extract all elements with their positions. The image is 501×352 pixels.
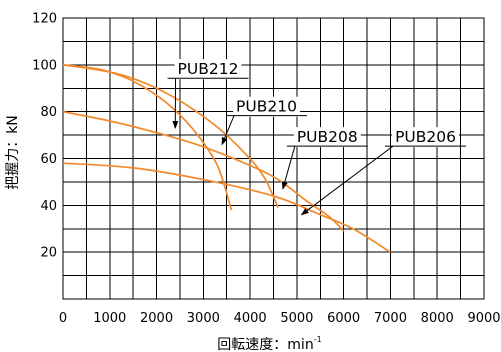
y-tick-label: 80	[40, 105, 57, 120]
y-tick-label: 100	[32, 58, 57, 73]
label-background-pub206	[392, 127, 459, 148]
label-background-pub208	[293, 127, 361, 148]
plot-frame	[62, 17, 485, 300]
x-tick-label: 2000	[140, 311, 173, 326]
x-tick-label: 1000	[93, 311, 126, 326]
label-arrow-pub210	[221, 115, 235, 146]
label-pub206: PUB206	[395, 128, 456, 146]
label-arrow-pub208	[281, 145, 296, 190]
x-tick-label: 0	[59, 311, 67, 326]
grid	[62, 17, 485, 300]
label-arrow-pub206	[300, 145, 394, 216]
y-tick-label: 60	[40, 152, 57, 167]
label-pub210: PUB210	[236, 98, 297, 116]
x-tick-label: 8000	[421, 311, 454, 326]
curve-pub208	[62, 110, 345, 232]
x-tick-label: 9000	[467, 311, 500, 326]
y-axis-label: 把握力：kN	[5, 115, 21, 190]
label-pub208: PUB208	[297, 128, 358, 146]
y-tick-label: 40	[40, 199, 57, 214]
x-tick-label: 3000	[187, 311, 220, 326]
label-background-pub212	[174, 59, 242, 80]
x-tick-label: 6000	[327, 311, 360, 326]
label-pub212: PUB212	[178, 60, 239, 78]
x-axis-label-exponent: -1	[314, 335, 322, 344]
curve-pub212	[62, 63, 233, 211]
label-background-pub210	[233, 96, 300, 117]
x-tick-label: 4000	[234, 311, 267, 326]
curve-pub206	[62, 162, 391, 253]
curve-pub210	[62, 63, 279, 209]
x-axis-label: 回転速度：min-1	[217, 335, 321, 352]
x-tick-label: 7000	[374, 311, 407, 326]
y-tick-label: 120	[32, 12, 57, 27]
x-tick-label: 5000	[280, 311, 313, 326]
y-tick-label: 20	[40, 246, 57, 261]
curves	[62, 63, 391, 253]
